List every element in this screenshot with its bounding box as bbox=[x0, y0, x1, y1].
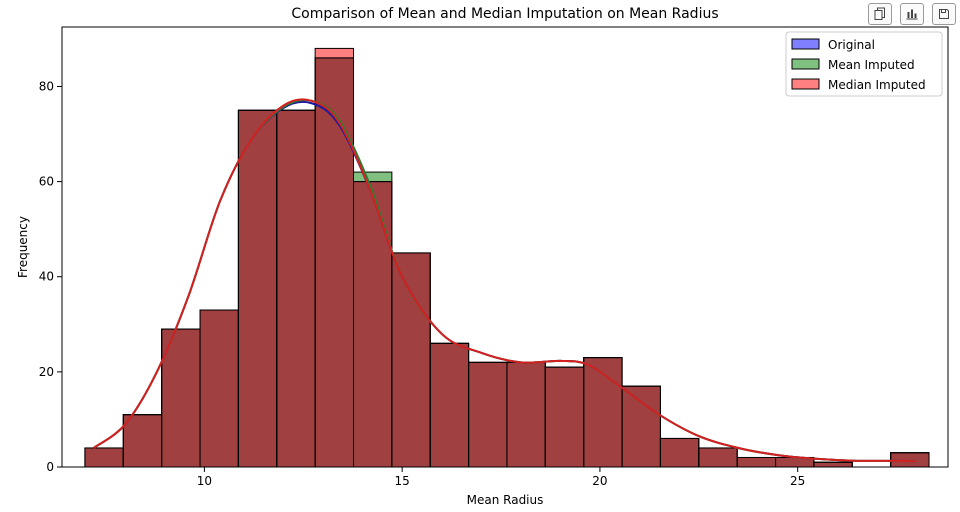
histogram-bar-segment bbox=[813, 462, 853, 467]
save-button[interactable] bbox=[932, 3, 956, 25]
histogram-bar-segment bbox=[276, 110, 316, 468]
toolbar bbox=[868, 3, 956, 25]
legend-label: Original bbox=[828, 38, 875, 52]
legend-box bbox=[785, 31, 943, 97]
histogram-bar-segment bbox=[890, 452, 930, 467]
histogram-bar-segment bbox=[468, 362, 507, 467]
legend-swatch bbox=[791, 58, 820, 70]
histogram-bar-segment bbox=[161, 329, 201, 467]
plot-frame bbox=[61, 26, 949, 468]
histogram-bar-segment bbox=[315, 57, 354, 468]
bars-group bbox=[84, 47, 930, 468]
chart-title: Comparison of Mean and Median Imputation… bbox=[291, 6, 718, 22]
y-axis-label: Frequency bbox=[16, 216, 30, 278]
x-tick-label: 20 bbox=[592, 474, 607, 488]
y-tick-label: 20 bbox=[39, 365, 54, 379]
legend-label: Median Imputed bbox=[828, 78, 926, 92]
x-axis-ticks: 10 15 20 25 bbox=[197, 467, 805, 488]
histogram-bar-segment bbox=[545, 367, 584, 467]
x-axis-label: Mean Radius bbox=[467, 493, 544, 507]
histogram-bar-segment bbox=[123, 414, 162, 467]
y-tick-label: 80 bbox=[39, 79, 54, 93]
legend-label: Mean Imputed bbox=[828, 58, 915, 72]
histogram-bar-segment bbox=[315, 48, 354, 58]
y-tick-label: 60 bbox=[39, 175, 54, 189]
histogram-bar-segment bbox=[583, 357, 623, 467]
histogram-bar-segment bbox=[660, 438, 699, 467]
histogram-bar-segment bbox=[84, 447, 124, 467]
y-axis-ticks: 0 20 40 60 80 bbox=[39, 79, 62, 474]
legend: Original Mean Imputed Median Imputed bbox=[785, 31, 943, 97]
histogram-bar-segment bbox=[200, 310, 239, 467]
histogram-bar-segment bbox=[391, 252, 431, 467]
histogram-bar-segment bbox=[775, 457, 814, 467]
y-tick-label: 0 bbox=[46, 460, 54, 474]
chart-view-button[interactable] bbox=[900, 3, 924, 25]
histogram-bar-segment bbox=[353, 181, 392, 467]
y-tick-label: 40 bbox=[39, 270, 54, 284]
histogram-bar-segment bbox=[737, 457, 776, 467]
kde-line bbox=[93, 98, 917, 463]
histogram-bar-segment bbox=[698, 447, 738, 467]
histogram-bar-segment bbox=[622, 386, 661, 467]
histogram-bar-segment bbox=[506, 362, 546, 467]
legend-swatch bbox=[791, 78, 820, 90]
histogram-bar-segment bbox=[238, 110, 277, 468]
copy-button[interactable] bbox=[868, 3, 892, 25]
histogram-bar-segment bbox=[430, 343, 469, 467]
copy-icon bbox=[874, 7, 885, 20]
histogram-bar-segment bbox=[353, 172, 392, 182]
kde-lines-group bbox=[93, 98, 917, 463]
x-tick-label: 10 bbox=[197, 474, 212, 488]
x-tick-label: 25 bbox=[790, 474, 805, 488]
legend-swatch bbox=[791, 38, 820, 50]
save-icon bbox=[939, 9, 949, 19]
x-tick-label: 15 bbox=[395, 474, 410, 488]
bar-chart-icon bbox=[906, 9, 918, 20]
